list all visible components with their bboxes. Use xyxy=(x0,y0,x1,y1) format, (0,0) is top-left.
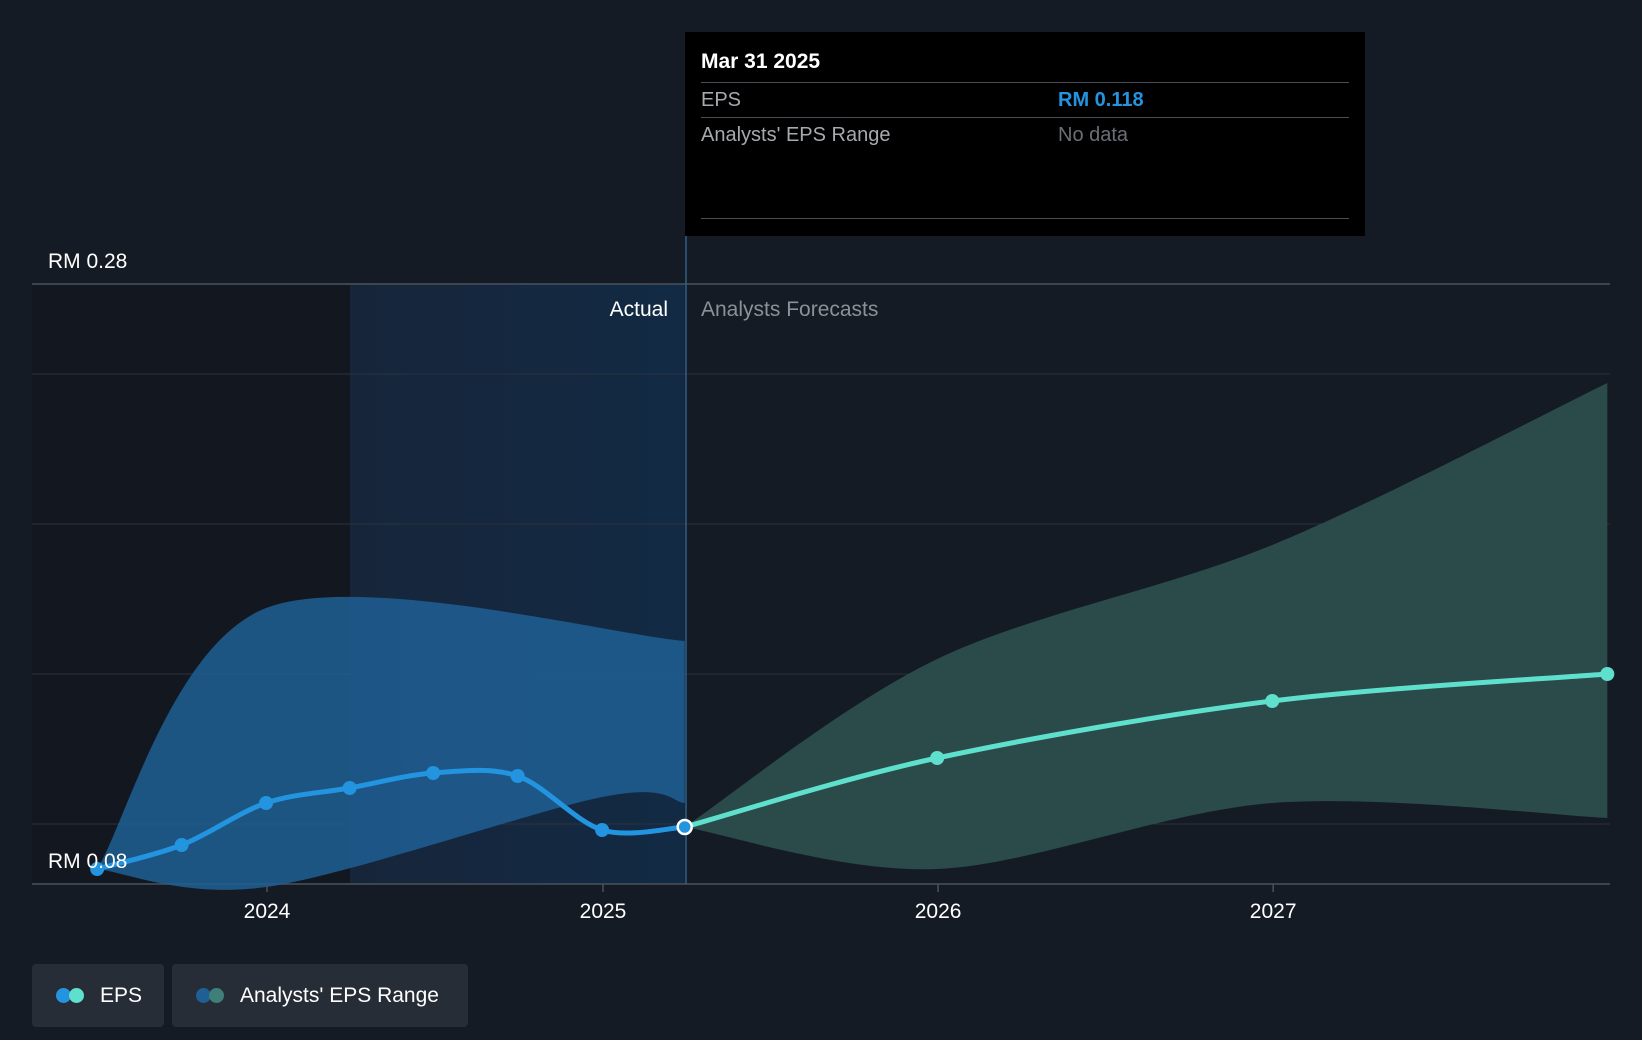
eps-point-actual xyxy=(174,838,189,852)
tooltip: Mar 31 2025 EPS RM 0.118 Analysts' EPS R… xyxy=(685,32,1365,236)
tooltip-range-value: No data xyxy=(1058,124,1129,146)
eps-line-actual xyxy=(94,767,688,872)
tooltip-date: Mar 31 2025 xyxy=(701,32,1349,83)
eps-point-forecast xyxy=(1265,694,1280,708)
tooltip-divider xyxy=(701,218,1349,219)
eps-actual-dot-icon xyxy=(56,988,71,1003)
tooltip-eps-value: RM 0.118 xyxy=(1058,89,1144,111)
eps-point-actual xyxy=(510,769,525,783)
tooltip-eps-label: EPS xyxy=(701,89,742,111)
eps-range-area-actual xyxy=(97,596,685,890)
y-axis-bottom-label: RM 0.08 xyxy=(48,850,127,873)
eps-line-forecast xyxy=(682,671,1610,830)
eps-point-actual xyxy=(259,796,274,810)
eps-point-actual xyxy=(90,862,105,876)
forecast-label: Analysts Forecasts xyxy=(701,298,878,321)
eps-forecast-dot-icon xyxy=(69,988,84,1003)
x-tick-label: 2024 xyxy=(244,900,291,923)
tooltip-range-label: Analysts' EPS Range xyxy=(701,124,891,146)
eps-point-forecast xyxy=(1600,667,1615,681)
legend-range-label: Analysts' EPS Range xyxy=(240,984,439,1007)
tooltip-eps-row: EPS RM 0.118 xyxy=(701,83,1349,118)
eps-point-selected xyxy=(676,818,693,836)
eps-range-area-forecast xyxy=(684,383,1608,870)
legend-eps-label: EPS xyxy=(100,984,143,1007)
y-axis-top-label: RM 0.28 xyxy=(48,250,127,273)
range-forecast-dot-icon xyxy=(209,988,224,1003)
eps-point-actual xyxy=(426,766,441,780)
eps-point-actual xyxy=(595,823,610,837)
x-tick-label: 2027 xyxy=(1250,900,1297,923)
actual-label: Actual xyxy=(610,298,668,321)
eps-point-forecast xyxy=(930,751,945,765)
legend-eps-button[interactable]: EPS xyxy=(32,964,164,1027)
eps-point-actual xyxy=(342,781,357,795)
legend-range-button[interactable]: Analysts' EPS Range xyxy=(172,964,468,1027)
x-tick-label: 2026 xyxy=(915,900,962,923)
x-tick-label: 2025 xyxy=(580,900,627,923)
range-actual-dot-icon xyxy=(196,988,211,1003)
tooltip-range-row: Analysts' EPS Range No data xyxy=(701,118,1349,152)
